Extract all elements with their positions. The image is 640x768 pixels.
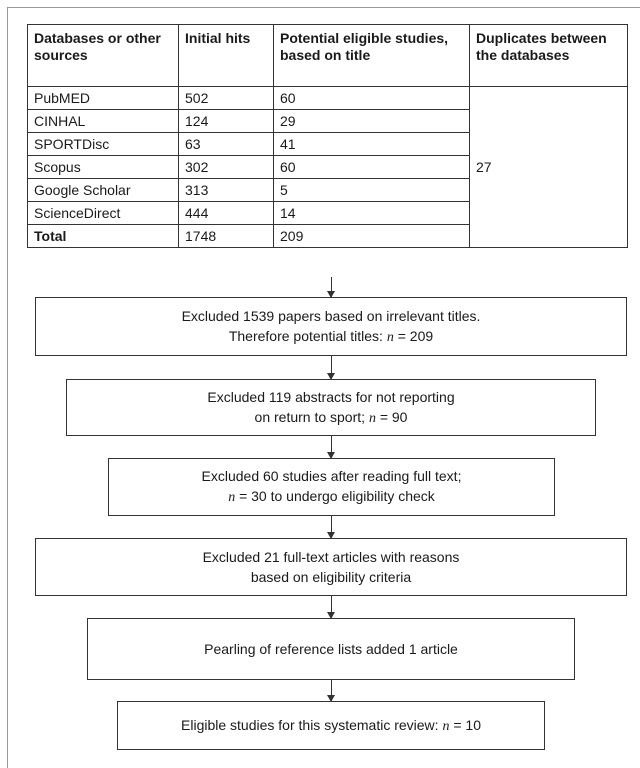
total-label: Total (27, 224, 179, 248)
flow-arrow (327, 680, 335, 702)
row-hits: 444 (178, 201, 274, 225)
step-line: Eligible studies for this systematic rev… (181, 716, 481, 734)
flow-arrow (327, 596, 335, 619)
header-potential-eligible: Potential eligible studies, based on tit… (273, 24, 470, 87)
table-header-row: Databases or other sources Initial hits … (27, 24, 628, 87)
flow-arrow (327, 516, 335, 539)
row-source: PubMED (27, 86, 179, 110)
row-source: SPORTDisc (27, 132, 179, 156)
step-line: based on eligibility criteria (250, 569, 412, 585)
figure-frame (7, 7, 640, 768)
row-source: ScienceDirect (27, 201, 179, 225)
step-line: Excluded 119 abstracts for not reporting (207, 388, 455, 405)
row-eligible: 14 (273, 201, 470, 225)
step-line: Excluded 60 studies after reading full t… (201, 468, 462, 484)
table-row: Scopus 302 60 (27, 155, 628, 179)
row-eligible: 60 (273, 155, 470, 179)
step-line: Excluded 21 full-text articles with reas… (202, 549, 460, 565)
step-exclude-eligibility: Excluded 21 full-text articles with reas… (35, 538, 627, 596)
row-hits: 302 (178, 155, 274, 179)
header-initial-hits: Initial hits (178, 24, 274, 87)
row-hits: 63 (178, 132, 274, 156)
row-source: CINHAL (27, 109, 179, 133)
search-results-table: Databases or other sources Initial hits … (27, 24, 628, 248)
row-hits: 124 (178, 109, 274, 133)
header-duplicates: Duplicates between the databases (469, 24, 628, 87)
step-line: Therefore potential titles: n = 209 (228, 327, 434, 345)
flow-arrow (327, 356, 335, 380)
row-eligible: 29 (273, 109, 470, 133)
row-source: Scopus (27, 155, 179, 179)
table-row: PubMED 502 60 27 (27, 86, 628, 248)
step-line: Excluded 1539 papers based on irrelevant… (181, 307, 481, 324)
total-hits: 1748 (178, 224, 274, 248)
table-row: Google Scholar 313 5 (27, 178, 628, 202)
step-eligible-studies: Eligible studies for this systematic rev… (117, 701, 545, 750)
row-eligible: 60 (273, 86, 470, 110)
row-hits: 502 (178, 86, 274, 110)
step-pearling: Pearling of reference lists added 1 arti… (87, 618, 575, 680)
row-hits: 313 (178, 178, 274, 202)
flow-arrow (327, 436, 335, 459)
row-eligible: 41 (273, 132, 470, 156)
flow-arrow (327, 277, 335, 298)
step-line: on return to sport; n = 90 (254, 408, 408, 426)
row-source: Google Scholar (27, 178, 179, 202)
table-row: SPORTDisc 63 41 (27, 132, 628, 156)
step-exclude-full-text: Excluded 60 studies after reading full t… (108, 458, 555, 516)
step-line: n = 30 to undergo eligibility check (228, 488, 435, 505)
step-exclude-titles: Excluded 1539 papers based on irrelevant… (35, 297, 627, 356)
row-eligible: 5 (273, 178, 470, 202)
duplicates-value: 27 (469, 86, 628, 248)
step-exclude-abstracts: Excluded 119 abstracts for not reporting… (66, 379, 596, 436)
total-row: Total 1748 209 (27, 224, 628, 248)
step-line: Pearling of reference lists added 1 arti… (204, 641, 458, 657)
header-sources: Databases or other sources (27, 24, 179, 87)
total-eligible: 209 (273, 224, 470, 248)
